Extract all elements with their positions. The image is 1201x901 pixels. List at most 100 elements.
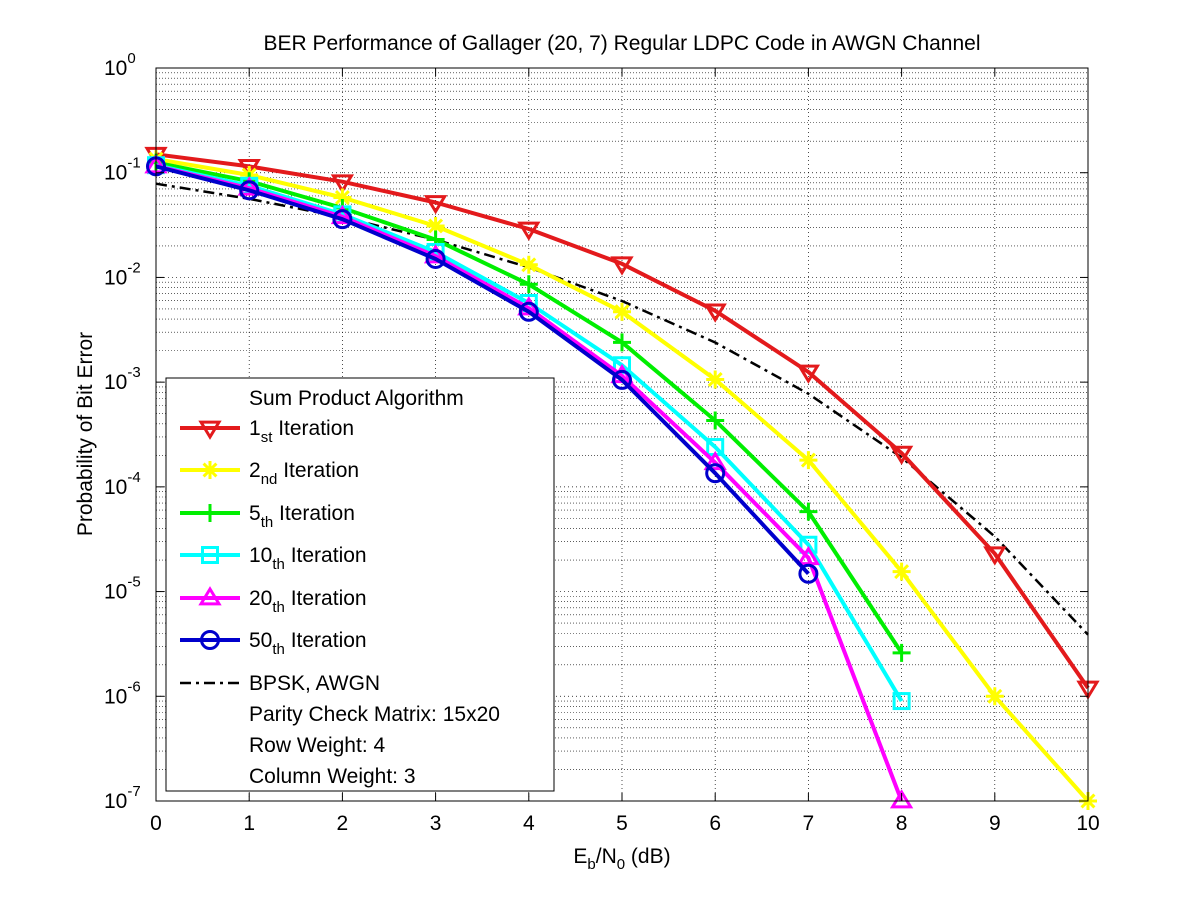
data-point xyxy=(201,461,219,479)
y-tick-label: 10-3 xyxy=(104,364,141,394)
data-point xyxy=(798,563,819,584)
legend-label: 5th Iteration xyxy=(249,502,355,531)
data-point xyxy=(796,545,821,566)
y-tick-base: 10 xyxy=(104,581,127,604)
data-point xyxy=(613,333,631,352)
y-tick-base: 10 xyxy=(104,371,127,394)
x-tick-label: 7 xyxy=(803,812,815,835)
data-point xyxy=(201,546,219,564)
legend-entry-3: 5th Iteration xyxy=(180,502,355,531)
data-point xyxy=(706,370,725,389)
series-line xyxy=(155,164,810,576)
data-point xyxy=(796,364,821,384)
x-label-sub-b: b xyxy=(587,856,595,873)
y-tick-label: 100 xyxy=(104,50,136,80)
data-point xyxy=(426,216,445,235)
y-tick-exponent: 0 xyxy=(127,50,135,67)
series-line xyxy=(155,152,1090,690)
data-point xyxy=(703,450,727,471)
data-point xyxy=(198,586,222,606)
y-tick-base: 10 xyxy=(104,685,127,708)
data-point xyxy=(985,687,1004,706)
y-tick-label: 10-6 xyxy=(104,678,141,708)
data-point xyxy=(237,176,261,196)
x-tick-label: 9 xyxy=(989,812,1001,835)
legend-note-row-weight: Row Weight: 4 xyxy=(249,734,385,757)
data-point xyxy=(237,159,261,179)
data-point xyxy=(889,445,914,466)
legend: Sum Product Algorithm 1st Iteration 2nd I… xyxy=(165,377,555,792)
series-line xyxy=(155,164,904,802)
data-point xyxy=(518,301,539,322)
y-tick-label: 10-5 xyxy=(104,574,141,604)
data-point xyxy=(613,302,631,321)
y-tick-exponent: -2 xyxy=(127,259,140,276)
legend-label: BPSK, AWGN xyxy=(249,672,380,695)
data-point xyxy=(198,420,222,440)
legend-entries: 1st Iteration 2nd Iteration 5th Iteration 1… xyxy=(180,417,380,695)
y-tick-label: 10-7 xyxy=(104,783,141,813)
y-axis-label: Probability of Bit Error xyxy=(74,332,97,536)
legend-label: 50th Iteration xyxy=(249,629,367,658)
y-tick-exponent: -7 xyxy=(127,783,140,800)
y-tick-exponent: -6 xyxy=(127,678,140,695)
data-point xyxy=(892,643,911,662)
data-point xyxy=(330,204,355,225)
legend-label: 20th Iteration xyxy=(249,587,367,616)
legend-label: 10th Iteration xyxy=(249,544,367,573)
y-tick-base: 10 xyxy=(104,57,127,80)
legend-entry-5: 20th Iteration xyxy=(180,586,367,616)
data-point xyxy=(519,255,538,274)
x-tick-label: 3 xyxy=(430,812,442,835)
y-tick-base: 10 xyxy=(104,790,127,813)
data-point xyxy=(200,630,220,650)
legend-label: 1st Iteration xyxy=(249,417,354,446)
x-label-n: /N xyxy=(596,845,617,868)
legend-box xyxy=(165,377,555,792)
data-point xyxy=(703,303,727,323)
x-tick-label: 4 xyxy=(523,812,535,835)
data-point xyxy=(517,221,541,241)
data-point xyxy=(423,195,448,215)
x-axis-label: Eb/N0 (dB) xyxy=(573,845,670,873)
legend-entry-1: 1st Iteration xyxy=(180,417,354,446)
data-point xyxy=(892,562,911,581)
data-point xyxy=(333,188,352,207)
data-point xyxy=(239,180,260,201)
legend-entry-6: 50th Iteration xyxy=(180,629,367,658)
y-tick-exponent: -1 xyxy=(127,155,140,172)
data-point xyxy=(705,463,726,484)
data-point xyxy=(799,451,818,470)
x-tick-label: 2 xyxy=(337,812,349,835)
y-tick-label: 10-4 xyxy=(104,469,141,499)
chart-title: BER Performance of Gallager (20, 7) Regu… xyxy=(263,32,980,55)
legend-entry-7: BPSK, AWGN xyxy=(180,672,380,695)
y-tick-exponent: -5 xyxy=(127,574,140,591)
data-point xyxy=(799,535,818,554)
legend-note-parity: Parity Check Matrix: 15x20 xyxy=(249,703,500,726)
legend-entry-2: 2nd Iteration xyxy=(180,459,359,488)
data-point xyxy=(892,692,911,711)
y-tick-base: 10 xyxy=(104,266,127,289)
y-tick-label: 10-2 xyxy=(104,259,141,289)
data-point xyxy=(423,244,448,264)
legend-note-column-weight: Column Weight: 3 xyxy=(249,765,416,788)
y-tick-label: 10-1 xyxy=(104,155,141,185)
x-tick-label: 1 xyxy=(243,812,255,835)
data-point xyxy=(610,256,634,276)
data-point xyxy=(332,209,353,230)
x-tick-label: 8 xyxy=(896,812,908,835)
data-point xyxy=(519,275,538,294)
data-point xyxy=(201,504,219,522)
x-tick-label: 10 xyxy=(1076,812,1099,835)
x-label-e: E xyxy=(573,845,587,868)
data-point xyxy=(330,174,355,194)
x-label-unit: (dB) xyxy=(625,845,671,868)
x-tick-label: 5 xyxy=(616,812,628,835)
y-tick-base: 10 xyxy=(104,476,127,499)
series-6 xyxy=(146,156,819,584)
x-tick-labels: 0 1 2 3 4 5 6 7 8 9 10 xyxy=(150,812,1100,835)
data-point xyxy=(425,248,446,269)
legend-entry-4: 10th Iteration xyxy=(180,544,367,573)
